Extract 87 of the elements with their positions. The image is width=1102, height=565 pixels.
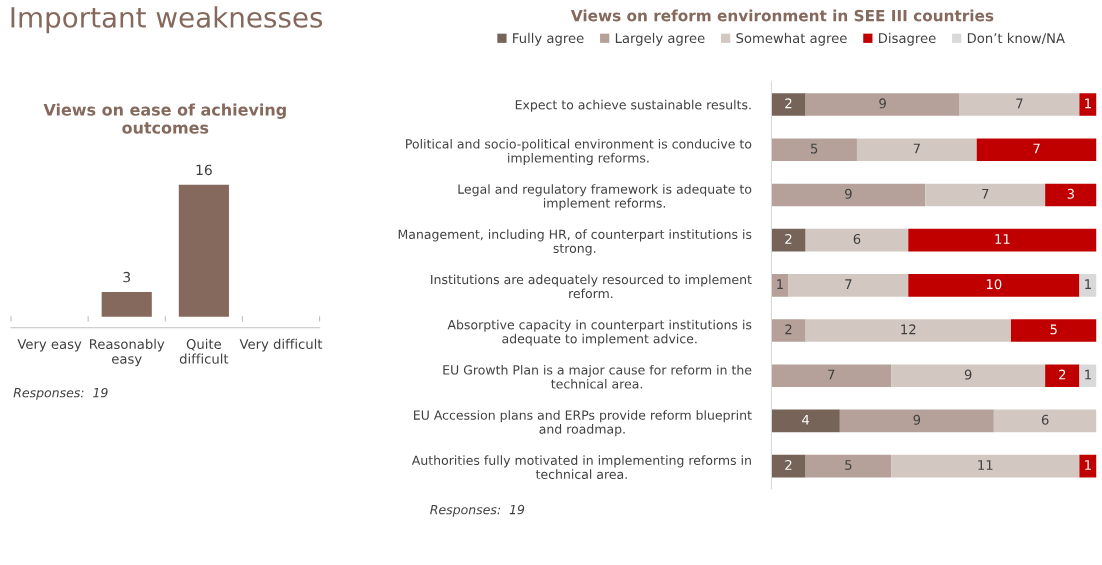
data-label: 12 bbox=[901, 324, 916, 335]
bar bbox=[1045, 183, 1097, 207]
data-label: 9 bbox=[964, 369, 972, 380]
bar bbox=[1079, 364, 1097, 388]
bar bbox=[771, 364, 892, 388]
bar bbox=[891, 454, 1080, 478]
y-tick-label: Institutions are adequately resourced to implement reform. bbox=[431, 274, 752, 299]
data-label: 7 bbox=[913, 143, 920, 154]
data-label: 7 bbox=[828, 369, 835, 380]
legend-label: Fully agree bbox=[513, 32, 584, 46]
text: Important weaknesses bbox=[11, 6, 323, 34]
text: Responses: 19 bbox=[430, 504, 525, 517]
bar bbox=[839, 409, 994, 433]
chart-title: Views on reform environment in SEE III countries bbox=[570, 9, 994, 22]
bar bbox=[959, 93, 1080, 116]
legend-label: Largely agree bbox=[615, 32, 705, 46]
data-label: 2 bbox=[785, 459, 792, 470]
bar bbox=[788, 274, 909, 297]
data-label: 2 bbox=[785, 98, 792, 109]
bar bbox=[908, 274, 1080, 297]
data-label: 11 bbox=[978, 460, 993, 470]
data-label: 6 bbox=[853, 233, 861, 244]
bar bbox=[1079, 93, 1097, 116]
bar bbox=[976, 138, 1097, 162]
bar bbox=[805, 454, 892, 478]
bar bbox=[805, 228, 909, 252]
bar bbox=[1079, 274, 1097, 297]
y-tick-label: Absorptive capacity in counterpart institutions is adequate to implement advice. bbox=[447, 319, 752, 346]
bar bbox=[771, 138, 857, 162]
legend-label: Somewhat agree bbox=[736, 32, 847, 46]
y-tick-label: Political and socio-political environment is conducive to implementing reforms. bbox=[406, 138, 752, 166]
data-label: 1 bbox=[1085, 369, 1091, 380]
x-tick-label: Quite difficult bbox=[179, 338, 229, 364]
data-label: 16 bbox=[196, 164, 212, 176]
x-tick-label: Reasonably easy bbox=[90, 338, 165, 367]
bar bbox=[771, 228, 806, 252]
bar bbox=[925, 183, 1046, 207]
data-label: 9 bbox=[879, 98, 886, 109]
bar bbox=[805, 319, 1011, 342]
y-tick-label: Management, including HR, of counterpart institutions is strong. bbox=[398, 229, 752, 256]
legend-label: Disagree bbox=[879, 32, 936, 46]
data-label: 1 bbox=[1085, 460, 1091, 470]
bar bbox=[771, 183, 926, 207]
data-label: 3 bbox=[123, 271, 131, 283]
bar bbox=[856, 138, 977, 162]
bar bbox=[771, 409, 840, 433]
x-tick-label: Very easy bbox=[17, 339, 82, 352]
y-tick-label: Legal and regulatory framework is adequate to implement reforms. bbox=[458, 184, 752, 211]
data-label: 2 bbox=[1059, 369, 1066, 380]
data-label: 9 bbox=[913, 414, 921, 425]
text: Responses: 19 bbox=[13, 387, 108, 400]
bar bbox=[805, 93, 960, 116]
data-label: 2 bbox=[785, 324, 792, 335]
bar bbox=[771, 319, 806, 342]
data-label: 5 bbox=[845, 460, 852, 470]
data-label: 4 bbox=[802, 414, 810, 425]
x-tick-label: Very difficult bbox=[239, 338, 323, 352]
data-label: 9 bbox=[845, 188, 852, 199]
y-tick-label: Expect to achieve sustainable results. bbox=[515, 99, 751, 112]
data-label: 1 bbox=[1085, 279, 1091, 289]
bar bbox=[993, 409, 1097, 433]
y-tick-label: EU Accession plans and ERPs provide reform blueprint and roadmap. bbox=[414, 410, 752, 437]
y-tick-label: Authorities fully motivated in implementing reforms in technical area. bbox=[411, 455, 751, 479]
data-label: 6 bbox=[1041, 414, 1049, 425]
data-label: 1 bbox=[777, 279, 783, 289]
bar bbox=[1010, 319, 1097, 342]
data-label: 7 bbox=[1033, 143, 1040, 154]
data-label: 5 bbox=[1050, 324, 1057, 335]
chart-title: Views on ease of achieving outcomes bbox=[43, 103, 286, 134]
data-label: 5 bbox=[811, 143, 818, 154]
bar bbox=[891, 364, 1046, 388]
legend-label: Don’t know/NA bbox=[967, 32, 1065, 45]
data-label: 2 bbox=[785, 233, 792, 244]
y-tick-label: EU Growth Plan is a major cause for reform in the technical area. bbox=[443, 364, 752, 389]
data-label: 7 bbox=[982, 188, 989, 199]
bar bbox=[771, 93, 806, 116]
bar bbox=[771, 454, 806, 478]
data-label: 7 bbox=[1016, 98, 1023, 109]
bar bbox=[1079, 454, 1097, 478]
bar bbox=[908, 228, 1097, 252]
data-label: 3 bbox=[1067, 188, 1074, 199]
data-label: 10 bbox=[986, 279, 1002, 290]
data-label: 7 bbox=[845, 279, 852, 289]
bar bbox=[771, 274, 789, 297]
data-label: 1 bbox=[1085, 98, 1091, 109]
data-label: 11 bbox=[995, 234, 1010, 244]
bar bbox=[1045, 364, 1080, 388]
